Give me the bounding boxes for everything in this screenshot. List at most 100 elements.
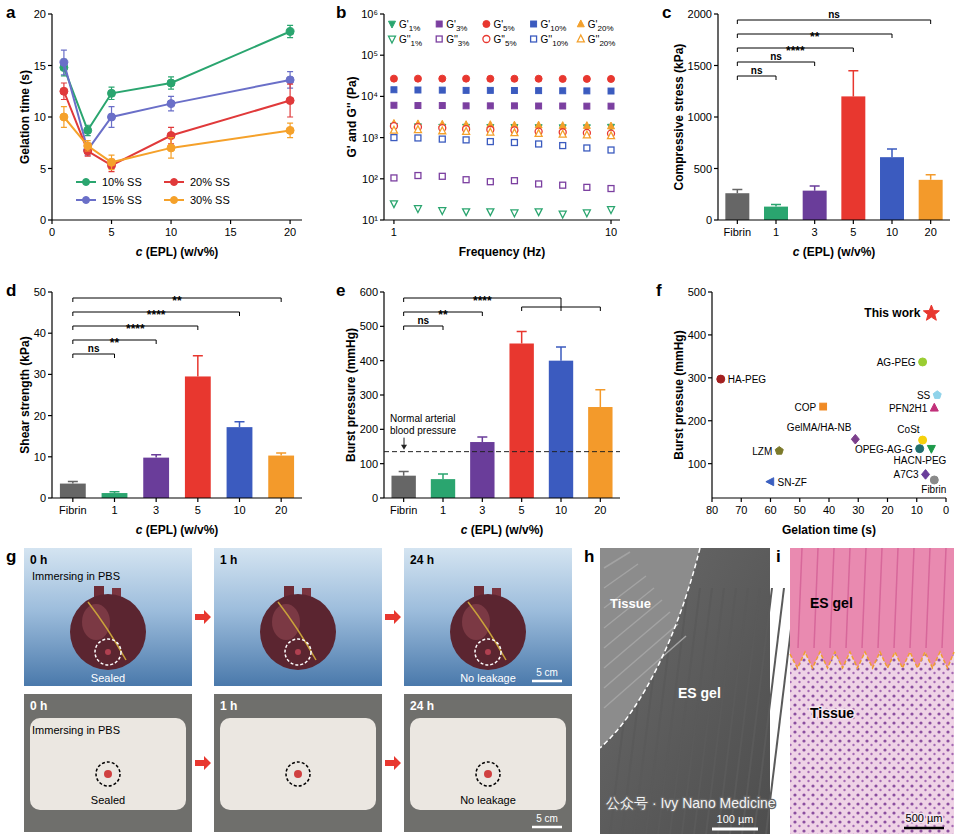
point xyxy=(414,75,421,82)
y-tick-label: 5 xyxy=(40,163,46,175)
point xyxy=(584,88,590,94)
gel-stripe xyxy=(910,548,914,648)
point xyxy=(559,130,566,137)
point xyxy=(608,103,614,109)
point xyxy=(108,113,116,121)
point xyxy=(463,177,469,183)
point xyxy=(535,209,542,216)
y-tick-label: 500 xyxy=(688,286,706,298)
legend-label: G''3% xyxy=(446,34,469,48)
photo-panel: g0 hImmersing in PBSSealed1 h24 hNo leak… xyxy=(6,547,572,832)
seal-circle xyxy=(96,762,120,786)
x-tick xyxy=(828,498,829,502)
x-tick xyxy=(560,498,561,502)
x-tick-label: 20 xyxy=(284,226,296,238)
photo-label: No leakage xyxy=(460,672,516,684)
x-tick xyxy=(521,498,522,502)
point xyxy=(584,184,590,190)
point xyxy=(439,208,446,215)
tspan: G' xyxy=(588,19,598,30)
seal-circle xyxy=(95,639,121,665)
x-tick-label: 10 xyxy=(233,504,245,516)
point xyxy=(766,478,774,486)
x-axis-title: c (EPL) (w/v%) xyxy=(793,245,876,259)
x-tick-label: 20 xyxy=(594,504,606,516)
panel-letter: e xyxy=(336,281,345,300)
point xyxy=(608,147,614,153)
y-tick xyxy=(380,137,384,138)
y-tick-label: 0 xyxy=(40,492,46,504)
point xyxy=(559,211,566,218)
y-tick xyxy=(380,178,384,179)
y-tick xyxy=(708,463,712,464)
tspan: G' xyxy=(493,19,503,30)
series-line xyxy=(64,32,290,131)
error-bar xyxy=(848,71,858,97)
y-tick xyxy=(48,291,52,292)
bar xyxy=(227,427,253,498)
y-axis xyxy=(711,292,712,498)
gel-stripe xyxy=(942,548,946,648)
legend-label: G'10% xyxy=(541,19,567,33)
y-tick-label: 10⁴ xyxy=(361,90,378,102)
point xyxy=(414,206,421,213)
point xyxy=(717,375,725,383)
legend-marker xyxy=(389,21,396,28)
seal-spot xyxy=(104,770,112,778)
significance-label: ** xyxy=(172,294,182,308)
point xyxy=(536,141,542,147)
point xyxy=(167,100,175,108)
y-tick-label: 400 xyxy=(360,355,378,367)
chart-panel: fThis workAG-PEGHA-PEGSSCOPPFN2H1GelMA/H… xyxy=(656,281,949,537)
y-tick xyxy=(380,55,384,56)
x-tick-label: 3 xyxy=(479,504,485,516)
photo: 0 hImmersing in PBSSealed xyxy=(24,548,192,686)
error-bar xyxy=(109,107,115,128)
x-tick xyxy=(916,498,917,502)
legend-marker xyxy=(171,197,178,204)
x-axis xyxy=(384,219,620,220)
point xyxy=(108,158,116,166)
x-tick-label: 10 xyxy=(555,504,567,516)
y-tick-label: 10⁶ xyxy=(361,8,378,20)
error-bar xyxy=(556,347,566,361)
photo-bg xyxy=(24,694,192,832)
y-tick-label: 100 xyxy=(688,458,706,470)
error-bar xyxy=(68,482,78,484)
chart-panel: c0500100015002000Fibrin1351020c (EPL) (w… xyxy=(662,3,950,259)
point xyxy=(108,89,116,97)
x-tick-label: 40 xyxy=(823,504,835,516)
point xyxy=(415,87,421,93)
x-tick-label: 15 xyxy=(224,226,236,238)
point xyxy=(60,87,68,95)
image-label: ES gel xyxy=(810,595,853,611)
series-line xyxy=(64,117,290,162)
tspan: 3% xyxy=(458,39,470,48)
error-bar xyxy=(287,84,293,117)
tspan: G'' xyxy=(541,34,553,45)
significance-bracket xyxy=(737,62,814,66)
point xyxy=(286,76,294,84)
legend: G'1%G'3%G'5%G'10%G'20%G''1%G''3%G''5%G''… xyxy=(389,19,616,48)
x-tick xyxy=(741,498,742,502)
y-tick xyxy=(380,429,384,430)
x-tick xyxy=(156,498,157,502)
y-tick xyxy=(714,65,718,66)
x-axis xyxy=(52,497,302,498)
point xyxy=(84,126,92,134)
legend-label: G''10% xyxy=(541,34,569,48)
point xyxy=(390,75,397,82)
panel-letter: a xyxy=(6,3,16,22)
x-tick-label: 80 xyxy=(706,504,718,516)
point-label: PFN2H1 xyxy=(889,403,928,414)
point xyxy=(463,87,469,93)
time-label: 1 h xyxy=(220,553,237,567)
scale-bar xyxy=(904,827,944,830)
point xyxy=(487,103,493,109)
x-tick xyxy=(770,498,771,502)
seal-spot xyxy=(294,770,302,778)
series-line xyxy=(64,91,290,165)
y-tick xyxy=(708,334,712,335)
tspan: 20% xyxy=(599,39,615,48)
panel-letter: d xyxy=(6,281,16,300)
